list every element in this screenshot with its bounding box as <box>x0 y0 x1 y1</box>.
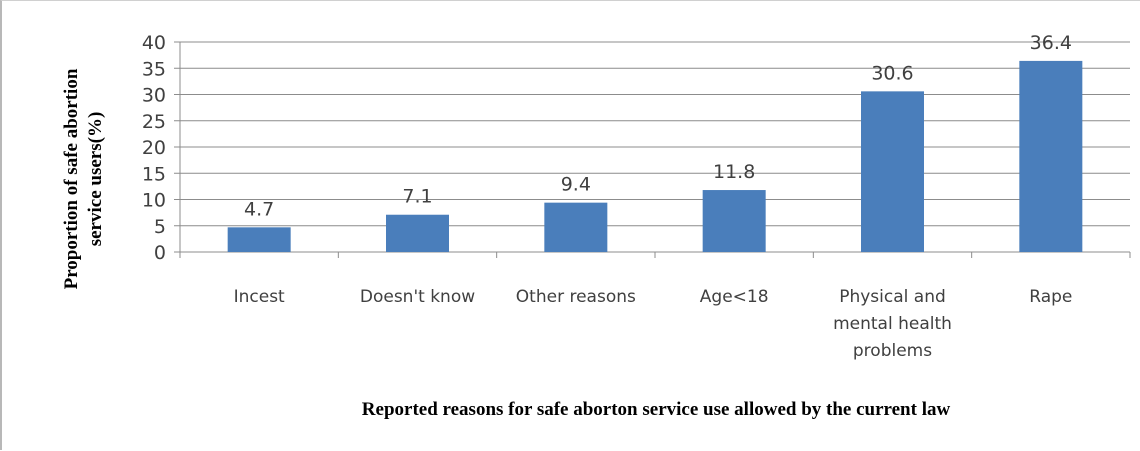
x-category-label-line: problems <box>853 341 932 361</box>
y-tick-label: 35 <box>142 58 166 80</box>
data-label: 36.4 <box>1030 32 1072 54</box>
data-labels: 4.7 7.1 9.4 11.8 30.6 36.4 <box>244 32 1072 220</box>
x-category-labels: Incest Doesn't know Other reasons Age<18 Phy… <box>234 287 1073 361</box>
y-axis-title-line-1: Proportion of safe abortion <box>61 68 82 289</box>
x-category-label: Incest <box>234 287 285 307</box>
bar <box>861 91 924 252</box>
y-tick-label: 0 <box>154 242 166 264</box>
x-category-label-line: Rape <box>1029 287 1072 307</box>
x-axis-title: Reported reasons for safe aborton servic… <box>362 399 951 420</box>
y-tick-label: 25 <box>142 111 166 133</box>
bar <box>702 190 766 252</box>
y-tick-label: 20 <box>142 137 166 159</box>
y-tick-label: 40 <box>142 32 166 54</box>
x-category-label-line: Doesn't know <box>360 287 475 307</box>
axes <box>174 41 1131 258</box>
gridlines <box>180 41 1130 227</box>
data-label: 9.4 <box>561 174 591 196</box>
bars <box>227 60 1083 253</box>
bar <box>227 227 291 252</box>
y-tick-label: 5 <box>154 216 166 238</box>
data-label: 4.7 <box>244 198 274 220</box>
y-axis-title-line-2: service users(%) <box>85 112 106 247</box>
x-category-label: Doesn't know <box>360 287 475 307</box>
data-label: 30.6 <box>871 62 913 84</box>
x-category-label: Physical and mental health problems <box>833 287 952 361</box>
y-tick-label: 10 <box>142 190 166 212</box>
y-tick-label: 30 <box>142 85 166 107</box>
x-category-label-line: Incest <box>234 287 285 307</box>
bar <box>1019 60 1083 253</box>
y-tick-labels: 0 5 10 15 20 25 30 35 40 <box>142 32 166 264</box>
x-category-label: Other reasons <box>516 287 636 307</box>
data-label: 7.1 <box>402 186 432 208</box>
y-tick-label: 15 <box>142 163 166 185</box>
bar <box>386 214 449 252</box>
data-label: 11.8 <box>713 161 755 183</box>
x-category-label-line: Age<18 <box>700 287 769 307</box>
bar <box>544 202 608 252</box>
x-category-label-line: Physical and <box>839 287 946 307</box>
x-category-label: Rape <box>1029 287 1072 307</box>
x-category-label-line: mental health <box>833 314 952 334</box>
x-category-label: Age<18 <box>700 287 769 307</box>
x-category-label-line: Other reasons <box>516 287 636 307</box>
